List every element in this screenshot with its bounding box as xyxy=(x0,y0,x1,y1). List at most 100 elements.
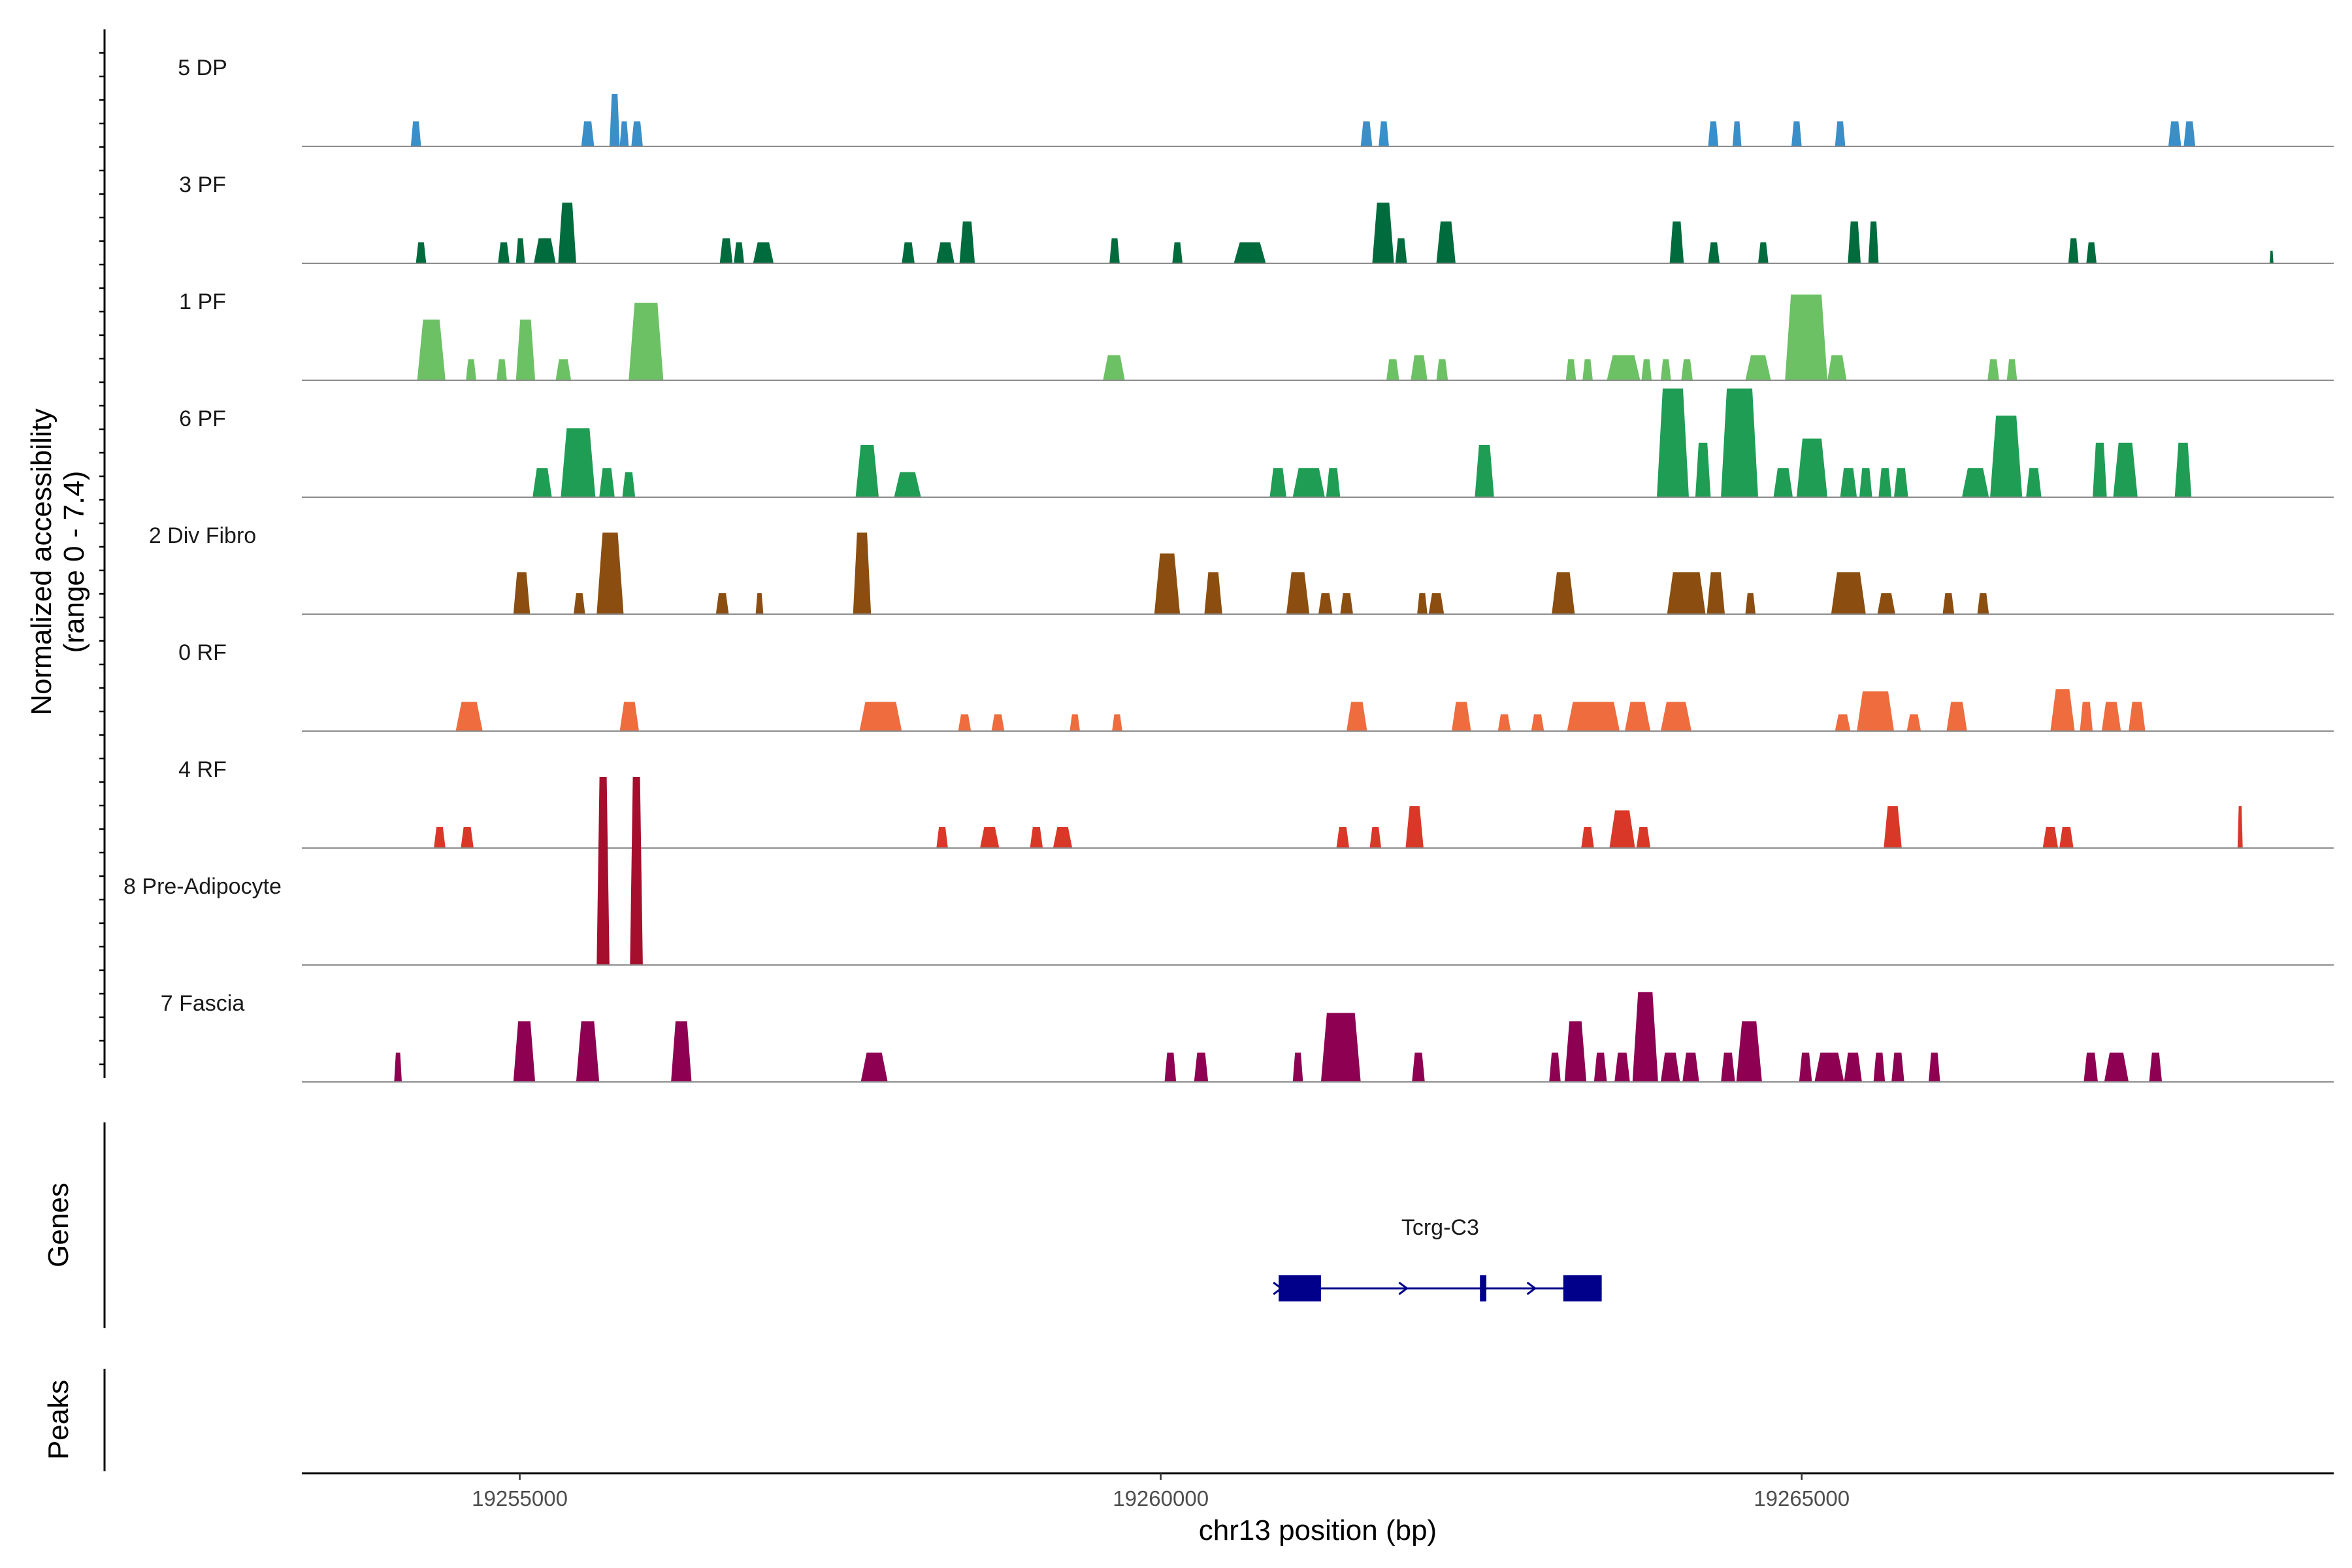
y-axis-title-line2: (range 0 - 7.4) xyxy=(58,471,90,653)
track-5-dp: 5 DP xyxy=(178,56,2334,147)
peak-8-pre-adipocyte xyxy=(596,777,610,965)
peak-1-pf xyxy=(1386,359,1399,380)
peak-7-fascia xyxy=(1844,1053,1862,1082)
peak-2-div-fibro xyxy=(513,572,531,614)
peak-7-fascia xyxy=(394,1053,402,1082)
peak-4-rf xyxy=(1581,827,1594,848)
peak-0-rf xyxy=(991,714,1005,731)
peak-2-div-fibro xyxy=(1942,593,1955,614)
peak-6-pf xyxy=(1859,468,1872,497)
peak-4-rf xyxy=(434,827,446,848)
peak-6-pf xyxy=(2174,442,2192,497)
peak-3-pf xyxy=(1758,242,1769,263)
peak-2-div-fibro xyxy=(1154,553,1181,614)
peak-7-fascia xyxy=(1660,1053,1680,1082)
peak-2-div-fibro xyxy=(1417,593,1428,614)
x-tick-label: 19255000 xyxy=(472,1486,568,1511)
peak-5-dp xyxy=(619,121,629,146)
x-tick-label: 19260000 xyxy=(1113,1486,1209,1511)
peak-0-rf xyxy=(2129,702,2146,731)
peak-6-pf xyxy=(1475,445,1494,497)
peak-0-rf xyxy=(1347,702,1367,731)
peak-1-pf xyxy=(1987,359,1999,380)
peak-6-pf xyxy=(1695,442,1711,497)
peak-0-rf xyxy=(1112,714,1122,731)
peak-3-pf xyxy=(1109,238,1120,263)
peak-0-rf xyxy=(455,702,483,731)
peak-3-pf xyxy=(558,203,576,263)
peak-4-rf xyxy=(1884,806,1902,848)
peak-5-dp xyxy=(609,94,620,146)
track-2-div-fibro: 2 Div Fibro xyxy=(149,523,2334,615)
strand-arrow xyxy=(1273,1281,1283,1296)
gene-exon xyxy=(1480,1275,1487,1301)
strand-arrow xyxy=(1398,1281,1409,1296)
peak-1-pf xyxy=(1582,359,1593,380)
peak-1-pf xyxy=(515,319,536,380)
peak-2-div-fibro xyxy=(1977,593,1989,614)
tracks-layer: 5 DP 3 PF 1 PF 6 PF 2 Div Fibro 0 RF 4 RF 8 Pre… xyxy=(123,56,2334,1083)
peak-3-pf xyxy=(534,238,556,263)
peak-4-rf xyxy=(1405,806,1424,848)
track-7-fascia: 7 Fascia xyxy=(161,991,2334,1083)
peak-3-pf xyxy=(959,221,975,263)
peak-1-pf xyxy=(1436,359,1448,380)
peak-0-rf xyxy=(1906,714,1921,731)
peak-4-rf xyxy=(936,827,948,848)
peak-1-pf xyxy=(1827,355,1847,380)
peak-2-div-fibro xyxy=(1286,572,1310,614)
peak-7-fascia xyxy=(1891,1053,1904,1082)
peak-7-fascia xyxy=(1412,1053,1425,1082)
track-label-2-div-fibro: 2 Div Fibro xyxy=(149,523,256,548)
peak-1-pf xyxy=(1785,294,1827,380)
peak-2-div-fibro xyxy=(1667,572,1706,614)
peak-1-pf xyxy=(466,359,476,380)
peak-3-pf xyxy=(1669,221,1684,263)
peak-0-rf xyxy=(2080,702,2093,731)
peak-2-div-fibro xyxy=(1552,572,1575,614)
peak-4-rf xyxy=(1336,827,1350,848)
peak-3-pf xyxy=(719,238,733,263)
peak-4-rf xyxy=(980,827,1000,848)
peak-3-pf xyxy=(1848,221,1861,263)
peak-1-pf xyxy=(1103,355,1125,380)
peak-3-pf xyxy=(1708,242,1720,263)
peak-7-fascia xyxy=(1929,1053,1940,1082)
peak-5-dp xyxy=(1379,121,1389,146)
peak-4-rf xyxy=(2237,806,2243,848)
peak-1-pf xyxy=(1681,359,1693,380)
peak-6-pf xyxy=(2113,442,2138,497)
peak-6-pf xyxy=(599,468,615,497)
peak-6-pf xyxy=(561,428,596,497)
peak-3-pf xyxy=(1372,203,1394,263)
peak-3-pf xyxy=(2269,250,2274,263)
peak-4-rf xyxy=(1609,810,1635,848)
peak-7-fascia xyxy=(671,1021,692,1082)
peak-5-dp xyxy=(1732,121,1742,146)
peak-0-rf xyxy=(1660,702,1691,731)
gene-label: Tcrg-C3 xyxy=(1401,1215,1479,1240)
peak-1-pf xyxy=(497,359,507,380)
peak-1-pf xyxy=(2006,359,2017,380)
track-label-6-pf: 6 PF xyxy=(179,406,226,431)
peak-6-pf xyxy=(1962,468,1989,497)
track-1-pf: 1 PF xyxy=(179,289,2334,381)
peak-4-rf xyxy=(1636,827,1651,848)
peak-5-dp xyxy=(410,121,421,146)
peak-5-dp xyxy=(1360,121,1373,146)
x-tick-label: 19265000 xyxy=(1754,1486,1850,1511)
peak-5-dp xyxy=(2168,121,2181,146)
peak-1-pf xyxy=(1641,359,1652,380)
peak-2-div-fibro xyxy=(1745,593,1756,614)
peak-5-dp xyxy=(631,121,643,146)
peak-2-div-fibro xyxy=(715,593,729,614)
peak-1-pf xyxy=(1745,355,1771,380)
peak-6-pf xyxy=(2026,468,2042,497)
peak-0-rf xyxy=(859,702,902,731)
coverage-y-ticks xyxy=(99,52,105,1066)
peak-1-pf xyxy=(417,319,446,380)
peak-7-fascia xyxy=(1164,1053,1177,1082)
peak-6-pf xyxy=(894,472,921,497)
peak-0-rf xyxy=(1857,691,1894,731)
peak-2-div-fibro xyxy=(596,532,624,614)
